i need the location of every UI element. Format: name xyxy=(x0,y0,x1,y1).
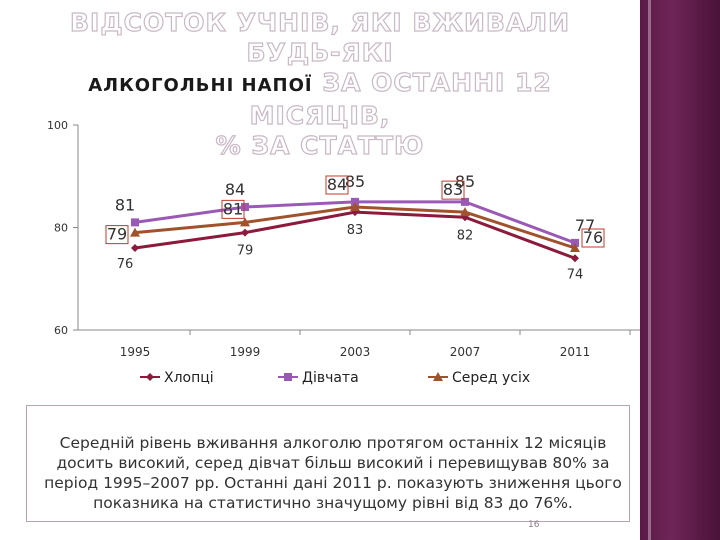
data-point-2 xyxy=(130,227,140,237)
legend-label: Серед усіх xyxy=(452,370,530,386)
data-label: 82 xyxy=(457,228,474,243)
title-line-2-rest: ЗА ОСТАННІ 12 МІСЯЦІВ, xyxy=(249,67,552,130)
data-label: 83 xyxy=(347,223,364,238)
title-line-3: % ЗА СТАТТЮ xyxy=(215,130,425,160)
summary-note-box: Середній рівень вживання алкоголю протяг… xyxy=(26,405,630,522)
data-label-box xyxy=(581,228,605,248)
legend-marker xyxy=(284,373,292,381)
data-label-box xyxy=(325,175,349,195)
data-label-box xyxy=(105,225,129,245)
title-line-2-highlight: АЛКОГОЛЬНІ НАПОЇ xyxy=(88,75,313,96)
data-label: 84 xyxy=(327,175,347,194)
data-point-0 xyxy=(241,228,249,237)
data-point-0 xyxy=(571,254,579,263)
data-label-box xyxy=(221,199,245,219)
data-label: 84 xyxy=(225,180,245,199)
decorative-side-band xyxy=(640,0,720,540)
x-tick-label: 1995 xyxy=(120,345,151,359)
legend-marker xyxy=(433,372,443,381)
data-label: 85 xyxy=(455,172,475,191)
x-tick-label: 2003 xyxy=(340,345,371,359)
data-label: 79 xyxy=(107,225,127,244)
x-tick-label: 1999 xyxy=(230,345,261,359)
data-point-0 xyxy=(131,244,139,252)
data-point-1 xyxy=(351,197,359,206)
data-label: 76 xyxy=(117,257,134,272)
data-label: 81 xyxy=(115,195,135,214)
x-tick-label: 2011 xyxy=(560,345,591,359)
legend-label: Дівчата xyxy=(302,370,359,386)
data-label: 77 xyxy=(575,216,595,235)
data-label: 85 xyxy=(345,172,365,191)
y-tick-label: 80 xyxy=(54,222,68,235)
slide-title: ВІДСОТОК УЧНІВ, ЯКІ ВЖИВАЛИ БУДЬ-ЯКІ АЛК… xyxy=(20,7,620,161)
data-label-box xyxy=(441,180,465,200)
data-label: 76 xyxy=(583,228,603,247)
legend-label: Хлопці xyxy=(164,370,214,386)
data-point-2 xyxy=(460,207,470,217)
data-label: 81 xyxy=(223,199,243,218)
data-point-1 xyxy=(241,203,249,211)
title-line-1: ВІДСОТОК УЧНІВ, ЯКІ ВЖИВАЛИ БУДЬ-ЯКІ xyxy=(69,7,570,67)
data-point-2 xyxy=(350,202,360,211)
data-label: 83 xyxy=(443,180,463,199)
data-label: 74 xyxy=(567,267,584,282)
x-tick-label: 2007 xyxy=(450,345,481,359)
data-point-1 xyxy=(571,238,579,247)
data-point-2 xyxy=(570,243,580,252)
y-tick-label: 60 xyxy=(54,324,68,337)
y-tick-label: 100 xyxy=(47,119,68,132)
page-number: 16 xyxy=(528,520,540,530)
data-point-1 xyxy=(461,197,469,206)
summary-note-text: Середній рівень вживання алкоголю протяг… xyxy=(44,434,622,512)
data-point-1 xyxy=(131,218,139,227)
data-label: 79 xyxy=(237,244,254,259)
legend-marker xyxy=(146,373,154,381)
data-point-2 xyxy=(240,217,250,227)
